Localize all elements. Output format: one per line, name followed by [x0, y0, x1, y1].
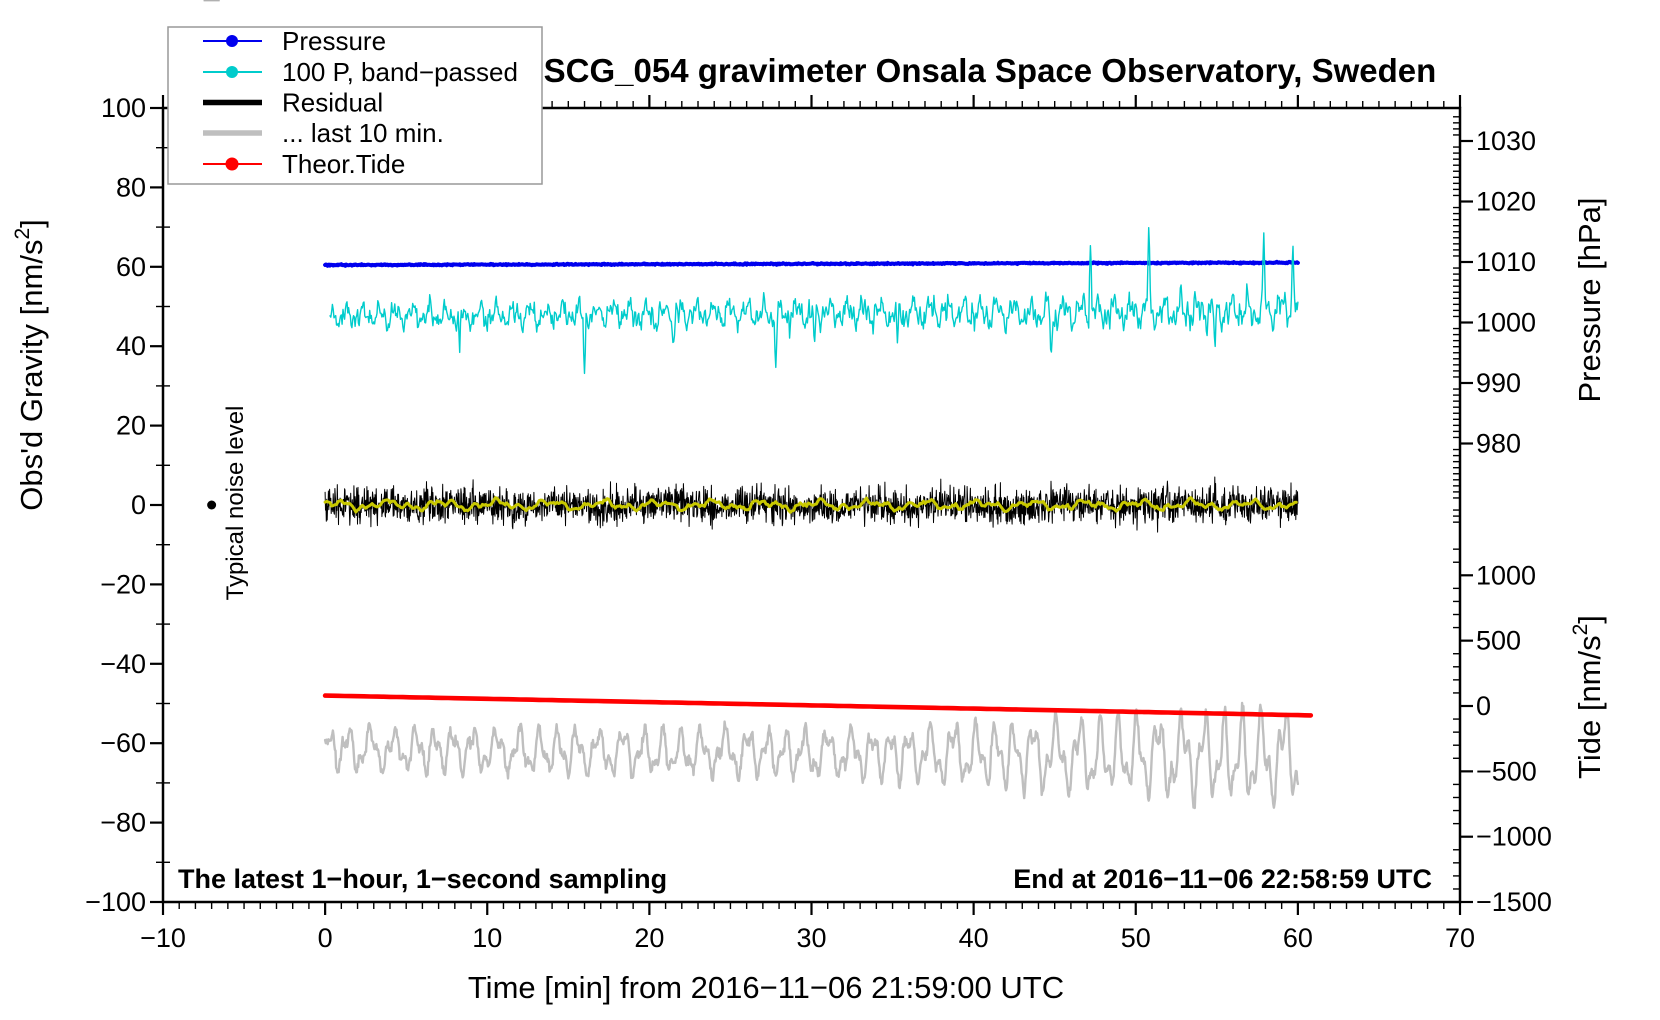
- band-passed-dot-swatch: [226, 66, 238, 78]
- band-passed-series: [329, 226, 1299, 375]
- gravity-tick-label: 0: [131, 490, 146, 520]
- gravity-tick-label: −100: [85, 887, 146, 917]
- legend-item-residual: Residual: [203, 88, 383, 118]
- tide-tick-label: −1000: [1476, 822, 1552, 852]
- x-tick-label: 0: [318, 923, 333, 953]
- theor-tide-dot-swatch: [225, 157, 239, 171]
- tide-tick-label: −500: [1476, 756, 1537, 786]
- x-tick-label: −10: [140, 923, 186, 953]
- tide-tick-label: 0: [1476, 691, 1491, 721]
- residual-smooth-series: [323, 496, 1298, 514]
- legend: Pressure 100 P, band−passed Residual ...…: [167, 26, 543, 185]
- pressure-tick-label: 990: [1476, 368, 1521, 398]
- legend-label-last10: ... last 10 min.: [282, 118, 444, 148]
- tide-axis-title-sup: 2: [1569, 624, 1592, 636]
- x-tick-label: 20: [634, 923, 664, 953]
- axis-ticks-layer: −10 0 10 20 30 40 50 60 70100806040200−20−40−60−…: [85, 93, 1552, 953]
- noise-level-errorbar: [203, 0, 220, 510]
- pressure-tick-label: 1030: [1476, 126, 1536, 156]
- pressure-series: [323, 259, 1300, 268]
- noise-level-label: Typical noise level: [222, 406, 249, 601]
- chart-title: SCG_054 gravimeter Onsala Space Observat…: [544, 52, 1437, 89]
- gravity-tick-label: −20: [100, 569, 146, 599]
- legend-label-residual: Residual: [282, 88, 383, 118]
- gravity-tick-label: −60: [100, 728, 146, 758]
- x-tick-label: 60: [1283, 923, 1313, 953]
- x-tick-label: 70: [1445, 923, 1475, 953]
- legend-label-band-passed: 100 P, band−passed: [282, 57, 518, 87]
- pressure-dot-swatch: [226, 35, 238, 47]
- legend-item-theor-tide: Theor.Tide: [203, 149, 405, 179]
- x-tick-label: 50: [1121, 923, 1151, 953]
- pressure-tick-label: 980: [1476, 429, 1521, 459]
- tide-axis-title: Tide [nm/s2]: [1569, 615, 1607, 779]
- gravity-tick-label: −80: [100, 808, 146, 838]
- gravity-axis-title: Obs'd Gravity [nm/s2]: [11, 219, 49, 511]
- x-tick-label: 40: [959, 923, 989, 953]
- legend-item-pressure: Pressure: [203, 26, 386, 56]
- legend-item-band-passed: 100 P, band−passed: [203, 57, 518, 87]
- gravity-tick-label: 20: [116, 411, 146, 441]
- theor-tide-series: [322, 693, 1314, 718]
- x-tick-label: 10: [472, 923, 502, 953]
- pressure-tick-label: 1000: [1476, 308, 1536, 338]
- legend-item-last10: ... last 10 min.: [203, 118, 444, 148]
- gravity-tick-label: 60: [116, 252, 146, 282]
- gravity-axis-title-post: ]: [14, 219, 49, 228]
- gravity-axis-title-pre: Obs'd Gravity [nm/s: [14, 240, 49, 511]
- data-series-layer: [322, 226, 1314, 810]
- gravity-tick-label: −40: [100, 649, 146, 679]
- sampling-note: The latest 1−hour, 1−second sampling: [178, 864, 667, 894]
- noise-errorbar-dot: [207, 500, 217, 510]
- pressure-tick-label: 1020: [1476, 187, 1536, 217]
- gravity-tick-label: 100: [101, 93, 146, 123]
- legend-label-pressure: Pressure: [282, 26, 386, 56]
- gravity-tick-label: 40: [116, 331, 146, 361]
- gravity-tick-label: 80: [116, 172, 146, 202]
- gravity-axis-title-sup: 2: [11, 228, 34, 240]
- last10-series: [323, 701, 1300, 810]
- legend-label-theor-tide: Theor.Tide: [282, 149, 405, 179]
- x-tick-label: 30: [796, 923, 826, 953]
- tide-tick-label: 1000: [1476, 560, 1536, 590]
- pressure-axis-title: Pressure [hPa]: [1572, 197, 1607, 402]
- tide-tick-label: −1500: [1476, 887, 1552, 917]
- pressure-tick-label: 1010: [1476, 247, 1536, 277]
- x-axis-title: Time [min] from 2016−11−06 21:59:00 UTC: [468, 970, 1064, 1005]
- tide-tick-label: 500: [1476, 626, 1521, 656]
- tide-axis-title-pre: Tide [nm/s: [1572, 635, 1607, 779]
- tide-axis-title-post: ]: [1572, 615, 1607, 624]
- end-time-note: End at 2016−11−06 22:58:59 UTC: [1013, 864, 1432, 894]
